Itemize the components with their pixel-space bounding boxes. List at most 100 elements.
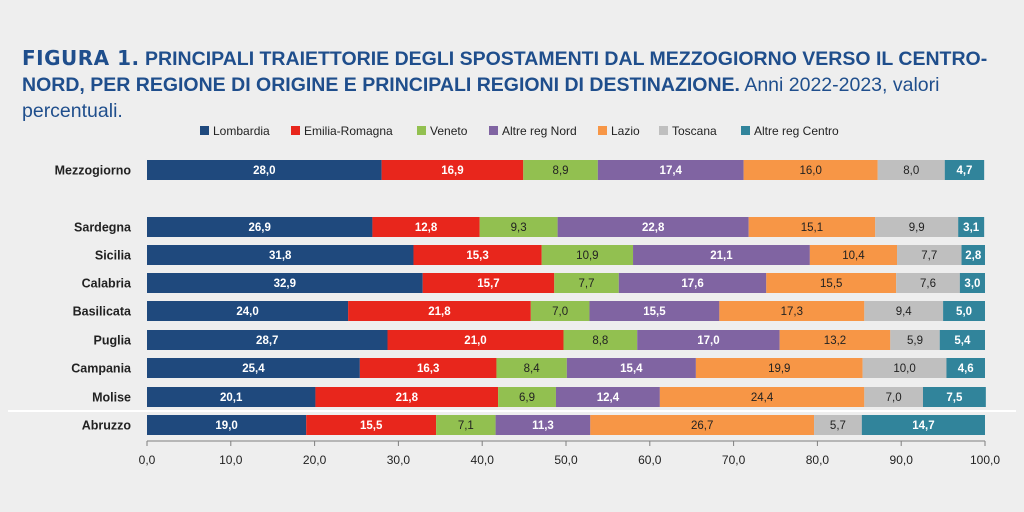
bar-segment <box>897 245 962 265</box>
data-label: 2,8 <box>965 250 982 262</box>
bar-segment <box>563 330 638 350</box>
data-label: 15,1 <box>801 222 823 234</box>
bar-segment <box>422 273 555 293</box>
bar-segment <box>743 160 878 180</box>
bar-segment <box>495 415 591 435</box>
bar-segment <box>862 358 947 378</box>
data-label: 21,1 <box>710 250 733 262</box>
legend-swatch-1 <box>291 126 300 135</box>
bar-segment <box>147 358 360 378</box>
bar-segment <box>315 387 499 407</box>
legend-label-5: Toscana <box>672 124 717 138</box>
data-label: 8,0 <box>903 165 919 177</box>
bar-segment <box>566 358 696 378</box>
data-label: 13,2 <box>824 335 846 347</box>
data-label: 3,0 <box>964 278 980 290</box>
bar-segment <box>541 245 634 265</box>
data-label: 24,0 <box>236 306 258 318</box>
legend-label-0: Lombardia <box>213 124 270 138</box>
data-label: 4,6 <box>958 363 974 375</box>
bar-segment <box>814 415 862 435</box>
data-label: 15,5 <box>643 306 666 318</box>
row-label: Abruzzo <box>82 419 132 433</box>
bar-segment <box>555 387 660 407</box>
data-label: 16,9 <box>441 165 463 177</box>
data-label: 4,7 <box>956 165 972 177</box>
bar-segment <box>809 245 898 265</box>
legend-label-6: Altre reg Centro <box>754 124 839 138</box>
row-label: Basilicata <box>73 305 132 319</box>
bar-segment <box>147 217 373 237</box>
x-tick-label: 10,0 <box>219 453 243 467</box>
bar-segment <box>618 273 767 293</box>
data-label: 10,0 <box>893 363 915 375</box>
bar-segment <box>922 387 986 407</box>
bar-segment <box>719 301 865 321</box>
bar-segment <box>748 217 876 237</box>
bar-segment <box>147 160 382 180</box>
data-label: 12,8 <box>415 222 438 234</box>
bar-segment <box>498 387 556 407</box>
row-label: Mezzogiorno <box>55 164 132 178</box>
row-label: Calabria <box>82 277 132 291</box>
data-label: 7,0 <box>552 306 568 318</box>
bar-segment <box>946 358 985 378</box>
figure-label: FIGURA 1. <box>22 46 140 70</box>
data-label: 26,7 <box>691 420 713 432</box>
data-label: 15,5 <box>360 420 383 432</box>
x-tick-label: 20,0 <box>303 453 327 467</box>
bar-segment <box>890 330 940 350</box>
data-label: 31,8 <box>269 250 292 262</box>
row-label: Puglia <box>93 334 132 348</box>
x-tick-label: 70,0 <box>722 453 746 467</box>
bar-segment <box>306 415 437 435</box>
bar-segment <box>387 330 564 350</box>
bar-segment <box>413 245 542 265</box>
bar-segment <box>436 415 496 435</box>
legend-swatch-6 <box>741 126 750 135</box>
data-label: 32,9 <box>274 278 296 290</box>
x-tick-label: 30,0 <box>387 453 411 467</box>
chart-title-block: FIGURA 1. PRINCIPALI TRAIETTORIE DEGLI S… <box>22 45 1012 124</box>
data-label: 14,7 <box>912 420 934 432</box>
data-label: 17,3 <box>781 306 803 318</box>
legend-swatch-5 <box>659 126 668 135</box>
data-label: 15,4 <box>620 363 643 375</box>
bar-segment <box>530 301 590 321</box>
data-label: 10,9 <box>576 250 598 262</box>
data-label: 7,7 <box>921 250 937 262</box>
bar-segment <box>943 301 985 321</box>
bar-segment <box>557 217 749 237</box>
bar-segment <box>896 273 960 293</box>
data-label: 5,0 <box>956 306 972 318</box>
data-label: 8,9 <box>553 165 569 177</box>
data-label: 21,8 <box>428 306 451 318</box>
x-tick-label: 0,0 <box>139 453 156 467</box>
data-label: 17,6 <box>681 278 703 290</box>
bar-segment <box>147 330 388 350</box>
bar-segment <box>959 273 985 293</box>
data-label: 6,9 <box>519 392 535 404</box>
data-label: 7,5 <box>946 392 963 404</box>
data-label: 7,7 <box>579 278 595 290</box>
chart-subtitle: Anni 2022-2023, valori percentuali. <box>22 74 940 122</box>
data-label: 11,3 <box>532 420 554 432</box>
legend-label-4: Lazio <box>611 124 640 138</box>
data-label: 15,5 <box>820 278 842 290</box>
data-label: 12,4 <box>597 392 620 404</box>
bar-segment <box>766 273 897 293</box>
data-label: 7,1 <box>458 420 474 432</box>
x-tick-label: 100,0 <box>970 453 1000 467</box>
x-tick-label: 40,0 <box>471 453 495 467</box>
bar-segment <box>523 160 598 180</box>
bar-segment <box>359 358 497 378</box>
data-label: 7,6 <box>920 278 936 290</box>
bar-segment <box>554 273 619 293</box>
data-label: 9,9 <box>909 222 925 234</box>
bar-segment <box>147 387 316 407</box>
legend-swatch-3 <box>489 126 498 135</box>
bar-segment <box>147 415 307 435</box>
data-label: 15,7 <box>477 278 499 290</box>
bar-segment <box>633 245 810 265</box>
